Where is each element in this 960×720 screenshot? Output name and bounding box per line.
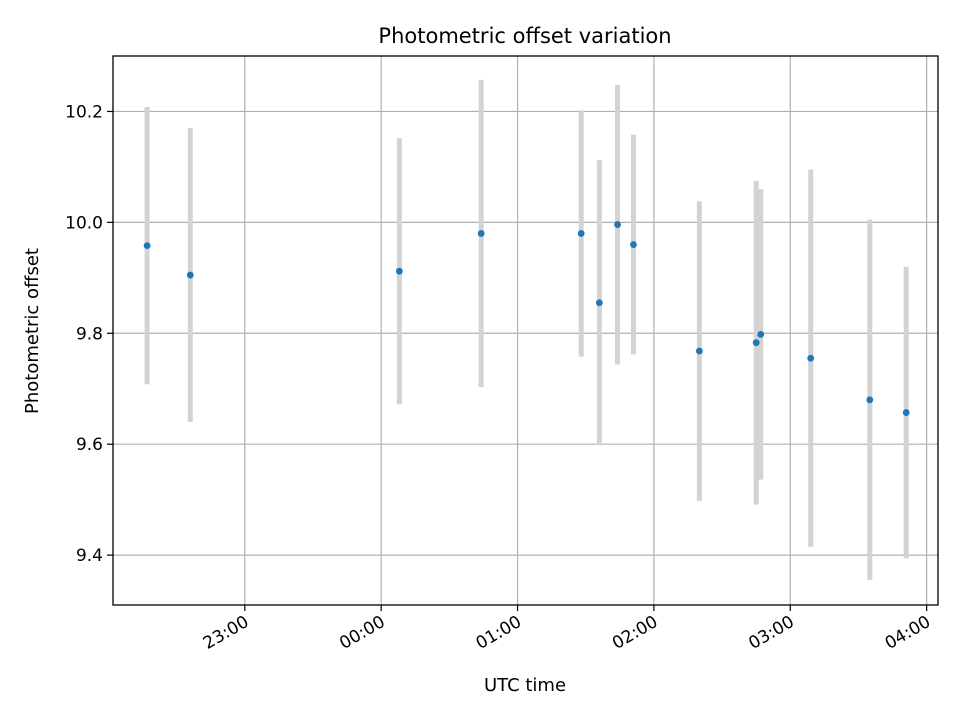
data-point [395, 267, 403, 275]
y-tick-label: 9.6 [76, 435, 103, 455]
data-point [577, 230, 585, 237]
y-tick-label: 9.8 [76, 324, 103, 344]
data-point [630, 241, 637, 248]
data-point [866, 396, 874, 404]
y-tick-label: 10.2 [65, 102, 103, 122]
y-tick-label: 9.4 [76, 546, 103, 566]
data-point [757, 330, 765, 338]
data-point [752, 339, 760, 347]
x-axis-label: UTC time [484, 675, 566, 696]
data-point [614, 221, 621, 228]
grid-layer [113, 56, 938, 605]
data-point [477, 230, 485, 237]
y-tick-label: 10.0 [65, 213, 103, 233]
data-point [186, 271, 194, 279]
plot-frame [112, 55, 939, 606]
data-point [143, 242, 151, 250]
point-layer [143, 221, 910, 416]
chart-title: Photometric offset variation [378, 24, 671, 48]
data-point [595, 299, 603, 307]
data-point [807, 354, 815, 362]
y-axis-label: Photometric offset [22, 248, 43, 414]
data-point [902, 409, 910, 416]
data-point [695, 347, 703, 355]
